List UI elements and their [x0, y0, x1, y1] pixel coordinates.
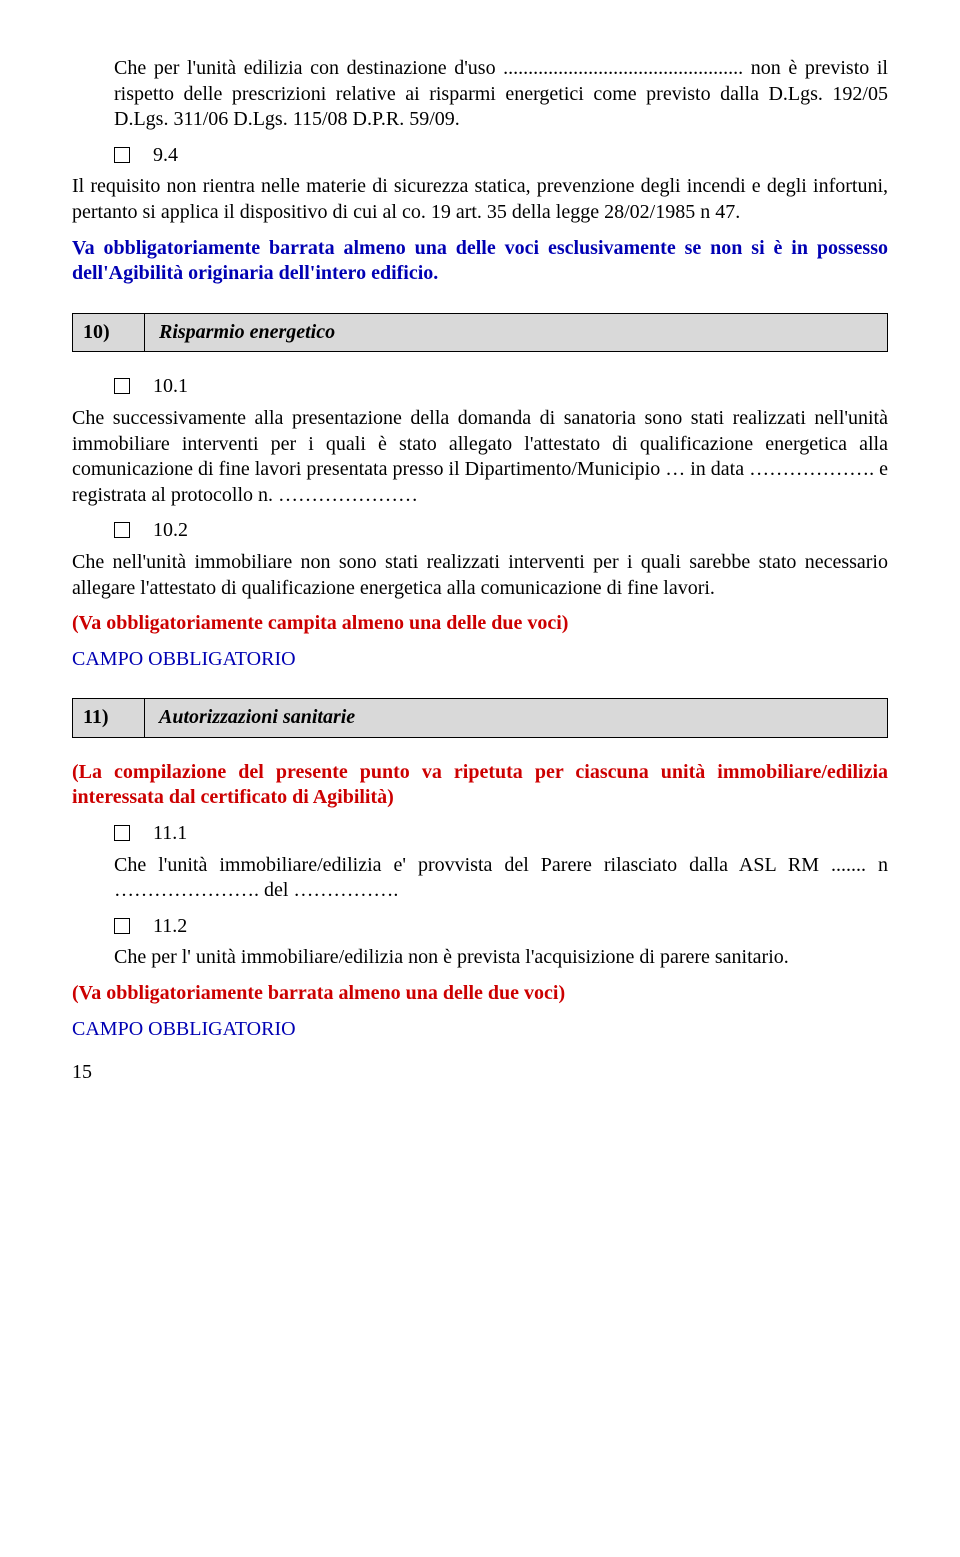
section-10-num: 10)	[73, 313, 145, 352]
section-11-num: 11)	[73, 699, 145, 738]
label-11-2: 11.2	[153, 915, 187, 937]
note-9-4: Va obbligatoriamente barrata almeno una …	[72, 236, 888, 287]
section-10-header: 10) Risparmio energetico	[72, 313, 888, 353]
checkbox-10-2[interactable]: 10.2	[114, 518, 888, 544]
checkbox-icon	[114, 147, 130, 163]
section-10-title: Risparmio energetico	[145, 313, 888, 352]
section-11-note-blue: CAMPO OBBLIGATORIO	[72, 1017, 888, 1043]
section-11-pre-note: (La compilazione del presente punto va r…	[72, 760, 888, 811]
checkbox-icon	[114, 522, 130, 538]
checkbox-11-1[interactable]: 11.1	[114, 821, 888, 847]
label-10-1: 10.1	[153, 375, 188, 397]
body-10-2: Che nell'unità immobiliare non sono stat…	[72, 550, 888, 601]
section-11-header: 11) Autorizzazioni sanitarie	[72, 698, 888, 738]
checkbox-11-2[interactable]: 11.2	[114, 914, 888, 940]
section-10-note-red: (Va obbligatoriamente campita almeno una…	[72, 611, 888, 637]
checkbox-icon	[114, 825, 130, 841]
block9-intro: Che per l'unità edilizia con destinazion…	[114, 56, 888, 133]
section-10-note-blue: CAMPO OBBLIGATORIO	[72, 647, 888, 673]
label-10-2: 10.2	[153, 519, 188, 541]
body-10-1: Che successivamente alla presentazione d…	[72, 406, 888, 508]
section-11-title: Autorizzazioni sanitarie	[145, 699, 888, 738]
checkbox-icon	[114, 918, 130, 934]
checkbox-icon	[114, 378, 130, 394]
page-number: 15	[72, 1060, 888, 1086]
body-11-2: Che per l' unità immobiliare/edilizia no…	[114, 945, 888, 971]
body-11-1: Che l'unità immobiliare/edilizia e' prov…	[114, 853, 888, 904]
section-11-note-red: (Va obbligatoriamente barrata almeno una…	[72, 981, 888, 1007]
label-11-1: 11.1	[153, 822, 187, 844]
checkbox-10-1[interactable]: 10.1	[114, 374, 888, 400]
checkbox-9-4[interactable]: 9.4	[114, 143, 888, 169]
body-9-4: Il requisito non rientra nelle materie d…	[72, 174, 888, 225]
label-9-4: 9.4	[153, 144, 178, 166]
